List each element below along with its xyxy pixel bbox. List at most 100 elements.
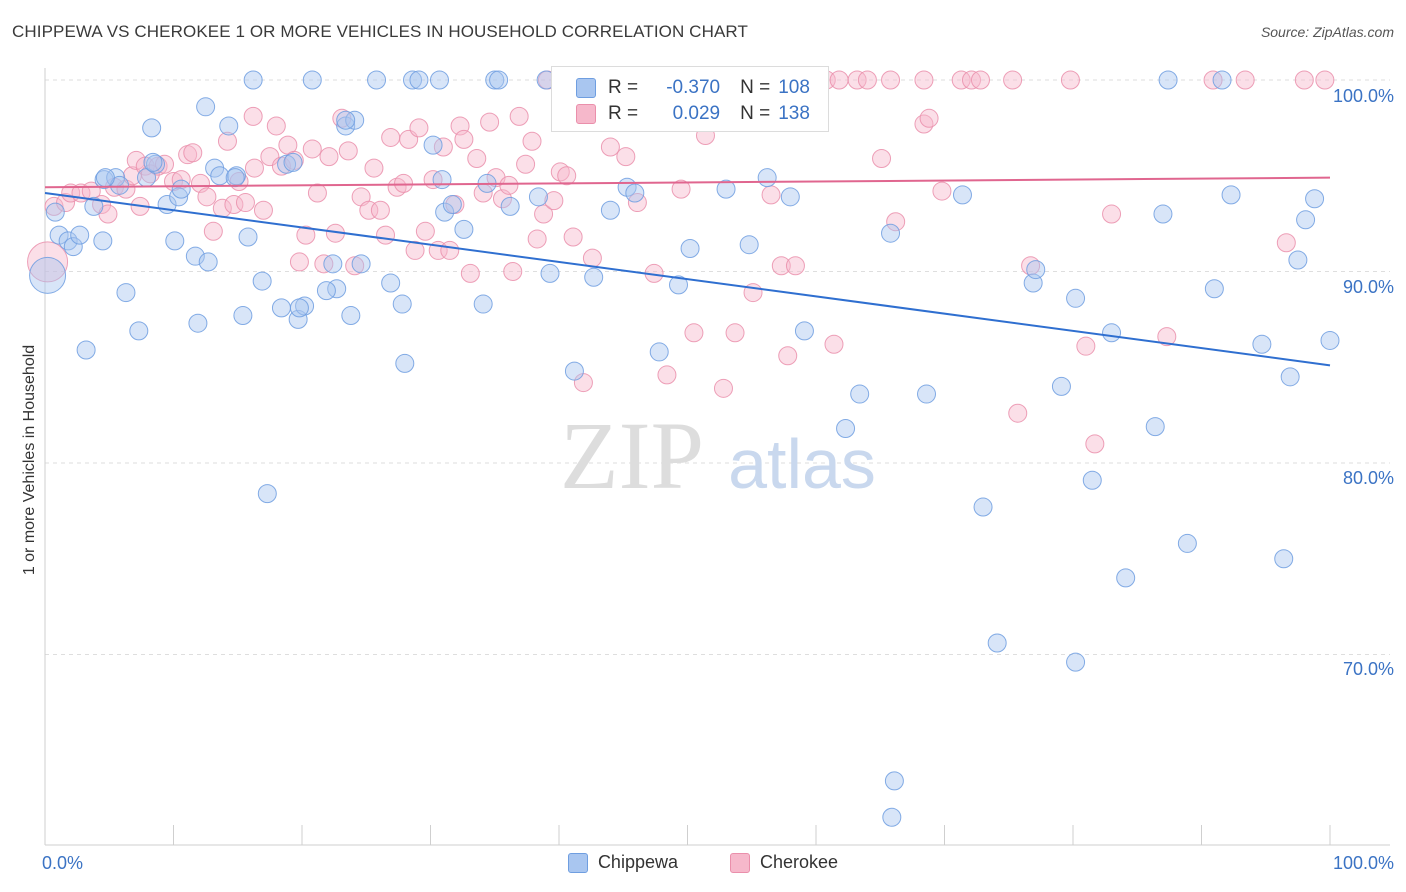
chippewa-point [171,179,191,199]
cherokee-point [440,240,460,260]
chippewa-point [409,70,429,90]
cherokee-point [27,241,69,283]
cherokee-point [509,106,529,126]
chippewa-trend-line [44,191,1331,367]
cherokee-point [381,127,401,147]
cherokee-swatch [576,104,596,124]
cherokee-point [857,70,877,90]
cherokee-point [1060,70,1080,90]
chippewa-point [283,152,303,172]
cherokee-point [829,70,849,90]
cherokee-point [266,116,286,136]
chippewa-point [584,267,604,287]
chippewa-point [367,70,387,90]
chippewa-point [882,807,902,827]
chippewa-point [489,70,509,90]
chippewa-point [84,196,104,216]
cherokee-point [56,193,76,213]
cherokee-point [1157,327,1177,347]
cherokee-point [345,256,365,276]
stats-row-cherokee: R = 0.029 N = 138 [552,100,810,128]
cherokee-point [253,200,273,220]
chart-title: CHIPPEWA VS CHEROKEE 1 OR MORE VEHICLES … [12,22,748,41]
chippewa-point [1204,279,1224,299]
chippewa-point [429,70,449,90]
n-label: N = [740,77,771,98]
chippewa-point [271,298,291,318]
chippewa-point [1051,376,1071,396]
y-axis-label: 1 or more Vehicles in Household [21,344,38,576]
chippewa-point [257,484,277,504]
chippewa-point [165,231,185,251]
chippewa-point [302,70,322,90]
chippewa-point [1116,568,1136,588]
chippewa-point [1158,70,1178,90]
cherokee-point [1076,336,1096,356]
cherokee-point [364,158,384,178]
cherokee-point [914,114,934,134]
chippewa-point [1252,334,1272,354]
cherokee-point [405,240,425,260]
trend-lines [44,176,1331,367]
chippewa-point [1296,210,1316,230]
chippewa-point [1082,470,1102,490]
cherokee-point [454,129,474,149]
cherokee-point [1315,70,1335,90]
cherokee-point [557,166,577,186]
chippewa-point [49,225,69,245]
cherokee-point [480,112,500,132]
chippewa-point [1274,549,1294,569]
cherokee-point [616,147,636,167]
cherokee-point [534,204,554,224]
y-tick-70: 70.0% [1342,659,1394,679]
chippewa-point [1026,260,1046,280]
chippewa-point [277,154,297,174]
cherokee-point [872,149,892,169]
chippewa-point [381,273,401,293]
chippewa-point [316,281,336,301]
cherokee-point [970,70,990,90]
cherokee-point [527,229,547,249]
n-label: N = [740,103,771,124]
chippewa-point [1102,323,1122,343]
chippewa-point [500,196,520,216]
cherokee-point [203,221,223,241]
chippewa-point [219,116,239,136]
chippewa-point [210,166,230,186]
watermark-zip: ZIP [560,402,704,509]
cherokee-point [44,196,64,216]
chippewa-point [600,200,620,220]
chippewa-point [1177,533,1197,553]
cherokee-point [778,346,798,366]
chippewa-point [93,231,113,251]
chippewa-point [794,321,814,341]
chippewa-point [233,306,253,326]
cherokee-point [370,200,390,220]
chippewa-legend-swatch [567,852,588,873]
cherokee-point [307,183,327,203]
chippewa-point [185,246,205,266]
cherokee-point [409,118,429,138]
cherokee-point [1276,233,1296,253]
cherokee-point [243,106,263,126]
cherokee-n-value: 138 [778,103,810,124]
chippewa-point [341,306,361,326]
legend-item-cherokee[interactable]: Cherokee [730,852,838,873]
chippewa-point [780,187,800,207]
cherokee-point [713,378,733,398]
cherokee-point [951,70,971,90]
chippewa-point [225,168,245,188]
chippewa-point [1145,417,1165,437]
chippewa-point [680,239,700,259]
chippewa-point [1288,250,1308,270]
chippewa-point [336,116,356,136]
cherokee-point [148,156,168,176]
stats-legend: R = -0.370 N = 108 R = 0.029 N = 138 [551,66,829,132]
legend-item-chippewa[interactable]: Chippewa [567,852,678,873]
chippewa-point [473,294,493,314]
chippewa-point [1066,652,1086,672]
cherokee-point [376,225,396,245]
chippewa-point [757,168,777,188]
chippewa-point [198,252,218,272]
chippewa-point [142,118,162,138]
